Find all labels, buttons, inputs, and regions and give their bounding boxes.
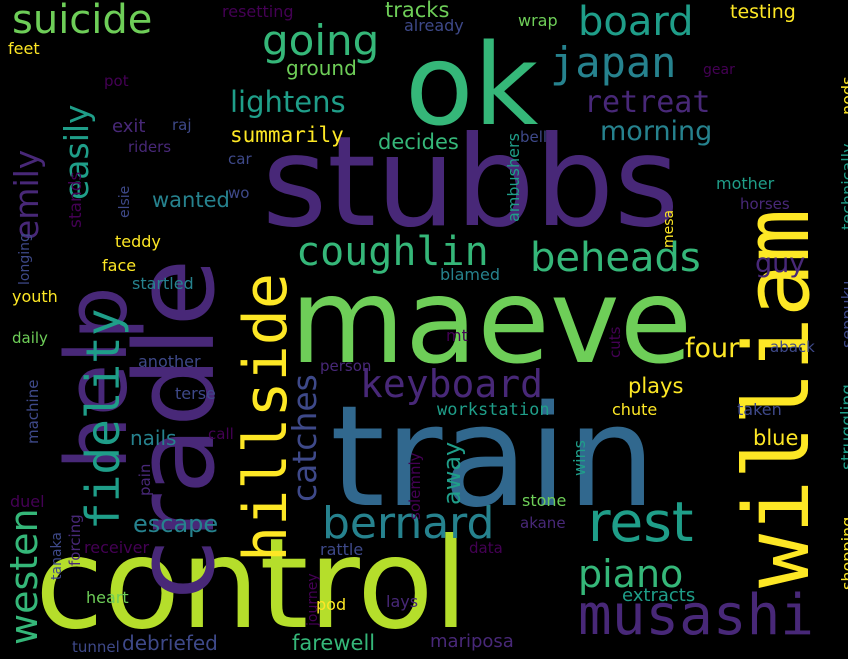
word-going: going xyxy=(262,16,380,65)
word-japan: japan xyxy=(550,38,677,87)
word-mariposa: mariposa xyxy=(430,631,514,652)
word-rattle: rattle xyxy=(320,540,364,559)
word-ambushers: ambushers xyxy=(504,133,523,222)
word-startled: startled xyxy=(132,274,194,293)
word-raj: raj xyxy=(172,116,192,134)
word-lightens: lightens xyxy=(230,85,346,119)
word-already: already xyxy=(404,16,464,35)
word-data: data xyxy=(469,539,503,557)
word-morning: morning xyxy=(600,116,713,147)
word-cuts: cuts xyxy=(606,326,624,358)
word-nails: nails xyxy=(130,426,177,450)
word-bell: bell xyxy=(520,128,548,146)
word-elsie: elsie xyxy=(117,185,133,218)
word-horses: horses xyxy=(740,195,790,213)
word-akane: akane xyxy=(520,514,566,532)
word-exit: exit xyxy=(112,116,146,137)
word-stands: stands xyxy=(66,171,86,228)
word-mother: mother xyxy=(716,174,775,193)
word-teddy: teddy xyxy=(115,232,161,251)
word-tanaka: tanaka xyxy=(49,532,65,580)
word-stone: stone xyxy=(522,491,567,510)
word-fidelity: fidelity xyxy=(76,308,130,530)
word-piano: piano xyxy=(578,552,684,596)
word-youth: youth xyxy=(12,287,58,306)
word-pot: pot xyxy=(104,72,129,90)
word-emily: emily xyxy=(7,149,46,240)
word-suicide: suicide xyxy=(12,0,153,43)
word-machine: machine xyxy=(24,379,42,444)
word-aback: aback xyxy=(770,338,815,356)
word-blue: blue xyxy=(753,426,799,450)
word-forcing: forcing xyxy=(66,514,84,566)
word-riders: riders xyxy=(128,138,172,156)
word-coughlin: coughlin xyxy=(296,229,489,275)
word-pain: pain xyxy=(136,463,154,496)
word-train: train xyxy=(330,376,656,539)
word-tracks: tracks xyxy=(385,0,450,22)
word-pod: pod xyxy=(316,595,347,614)
word-wrap: wrap xyxy=(518,11,558,30)
word-heart: heart xyxy=(86,588,129,607)
word-testing: testing xyxy=(730,1,796,23)
word-gear: gear xyxy=(703,62,735,78)
word-person: person xyxy=(320,357,372,375)
word-maeve: maeve xyxy=(290,252,693,390)
word-guy: guy xyxy=(755,248,806,279)
word-extracts: extracts xyxy=(622,585,696,606)
word-struggling: struggling xyxy=(838,384,848,470)
word-bernard: bernard xyxy=(322,498,495,549)
word-workstation: workstation xyxy=(437,400,550,420)
word-another: another xyxy=(138,352,201,371)
word-debriefed: debriefed xyxy=(122,631,218,655)
word-musashi: musashi xyxy=(578,583,815,648)
word-board: board xyxy=(578,0,694,45)
word-tunnel: tunnel xyxy=(72,638,120,656)
word-mt: mt xyxy=(446,326,468,345)
word-daily: daily xyxy=(12,329,48,347)
word-beheads: beheads xyxy=(530,235,701,281)
word-wo: wo xyxy=(228,184,250,202)
word-catches: catches xyxy=(285,374,324,502)
word-rest: rest xyxy=(588,490,694,554)
word-ok: ok xyxy=(405,21,539,151)
word-terse: terse xyxy=(175,384,216,403)
word-taken: taken xyxy=(737,400,782,419)
word-car: car xyxy=(228,150,252,168)
word-summarily: summarily xyxy=(230,123,344,147)
word-face: face xyxy=(102,256,137,275)
word-plays: plays xyxy=(628,374,684,398)
word-mesa: mesa xyxy=(661,209,677,248)
word-call: call xyxy=(208,425,234,443)
word-stubbs: stubbs xyxy=(262,110,680,255)
word-lays: lays xyxy=(386,592,419,611)
word-four: four xyxy=(685,333,740,364)
word-wins: wins xyxy=(570,439,589,476)
word-blamed: blamed xyxy=(440,265,500,284)
word-escape: escape xyxy=(133,510,219,538)
word-decides: decides xyxy=(378,130,459,154)
word-seppuku: seppuku xyxy=(838,280,848,348)
word-longing: longing xyxy=(17,233,33,285)
word-shopping: shopping xyxy=(838,516,848,590)
word-keyboard: keyboard xyxy=(360,362,544,406)
word-resetting: resetting xyxy=(222,2,294,21)
word-westen: westen xyxy=(2,508,46,645)
word-nods: nods xyxy=(838,76,848,115)
word-retreat: retreat xyxy=(584,85,711,120)
word-technically: technically xyxy=(838,143,848,230)
word-duel: duel xyxy=(10,492,45,511)
word-away: away xyxy=(438,441,466,505)
word-control: control xyxy=(35,512,469,657)
word-ground: ground xyxy=(286,56,357,80)
word-solemnly: solemnly xyxy=(406,452,424,520)
word-farewell: farewell xyxy=(292,631,376,655)
word-feet: feet xyxy=(8,39,40,58)
word-chute: chute xyxy=(612,400,658,419)
word-receiver: receiver xyxy=(84,538,150,557)
word-wanted: wanted xyxy=(152,188,230,212)
